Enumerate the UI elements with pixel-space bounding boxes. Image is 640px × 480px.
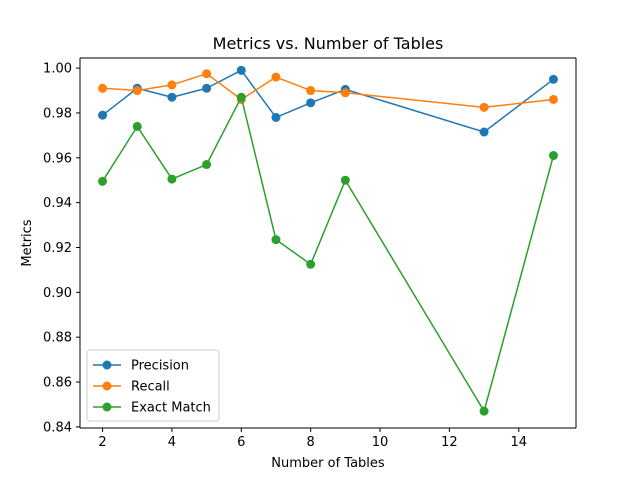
x-tick-label: 8 xyxy=(307,435,315,450)
data-point-precision xyxy=(306,98,316,108)
data-point-recall xyxy=(306,86,316,96)
x-axis-ticks: 2 4 6 8 10 12 14 xyxy=(98,428,527,450)
data-point-recall xyxy=(548,94,558,104)
data-point-precision xyxy=(202,83,212,93)
data-point-precision xyxy=(548,74,558,84)
legend-item-recall: Recall xyxy=(93,380,170,395)
data-point-exact-match xyxy=(132,121,142,131)
series-line-recall xyxy=(102,72,554,109)
x-tick-label: 6 xyxy=(237,435,245,450)
legend-label: Recall xyxy=(131,380,170,395)
y-axis-ticks: 0.84 0.86 0.88 0.90 0.92 0.94 0.96 0.98 1.00 xyxy=(43,62,80,435)
data-point-exact-match xyxy=(167,174,177,184)
x-tick-label: 14 xyxy=(510,435,527,450)
series-layer xyxy=(98,65,558,416)
series-exact-match xyxy=(98,92,558,416)
data-point-recall xyxy=(98,83,108,93)
x-axis-label: Number of Tables xyxy=(271,456,385,471)
series-line-precision xyxy=(102,69,554,133)
data-point-precision xyxy=(271,112,281,122)
legend-swatch-marker xyxy=(102,360,112,370)
legend-swatch-marker xyxy=(102,381,112,391)
legend: Precision Recall Exact Match xyxy=(86,349,220,422)
data-point-exact-match xyxy=(202,160,212,170)
x-tick-label: 2 xyxy=(98,435,106,450)
y-tick-label: 0.98 xyxy=(43,106,72,121)
data-point-exact-match xyxy=(271,235,281,245)
data-point-precision xyxy=(479,127,489,137)
data-point-recall xyxy=(202,69,212,79)
plot-frame xyxy=(79,57,577,429)
x-tick-label: 12 xyxy=(441,435,458,450)
data-point-recall xyxy=(132,86,142,96)
y-tick-label: 0.94 xyxy=(43,196,72,211)
data-point-precision xyxy=(98,110,108,120)
y-tick-label: 0.96 xyxy=(43,151,72,166)
data-point-exact-match xyxy=(98,176,108,186)
chart-title: Metrics vs. Number of Tables xyxy=(213,34,444,53)
data-point-recall xyxy=(479,102,489,112)
legend-item-precision: Precision xyxy=(93,359,189,374)
legend-items: Precision Recall Exact Match xyxy=(93,359,211,416)
y-tick-label: 0.90 xyxy=(43,286,72,301)
data-point-precision xyxy=(236,65,246,75)
series-line-exact-match xyxy=(101,96,555,412)
y-tick-label: 0.88 xyxy=(43,331,72,346)
legend-item-exact-match: Exact Match xyxy=(93,401,211,416)
legend-swatch-marker xyxy=(102,402,112,412)
y-tick-label: 0.92 xyxy=(43,241,72,256)
y-tick-label: 0.84 xyxy=(43,420,72,435)
data-point-exact-match xyxy=(548,151,558,161)
data-point-exact-match xyxy=(236,92,246,102)
legend-label: Exact Match xyxy=(131,401,211,416)
data-point-exact-match xyxy=(306,259,316,269)
legend-label: Precision xyxy=(131,359,189,374)
x-tick-label: 10 xyxy=(372,435,389,450)
data-point-recall xyxy=(271,72,281,82)
y-axis-label: Metrics xyxy=(20,219,35,266)
data-point-exact-match xyxy=(479,406,489,416)
data-point-exact-match xyxy=(340,175,350,185)
data-point-recall xyxy=(340,88,350,98)
y-tick-label: 0.86 xyxy=(43,376,72,391)
legend-box xyxy=(86,349,220,422)
data-point-precision xyxy=(167,92,177,102)
y-tick-label: 1.00 xyxy=(43,62,72,77)
x-tick-label: 4 xyxy=(168,435,176,450)
data-point-recall xyxy=(167,80,177,90)
